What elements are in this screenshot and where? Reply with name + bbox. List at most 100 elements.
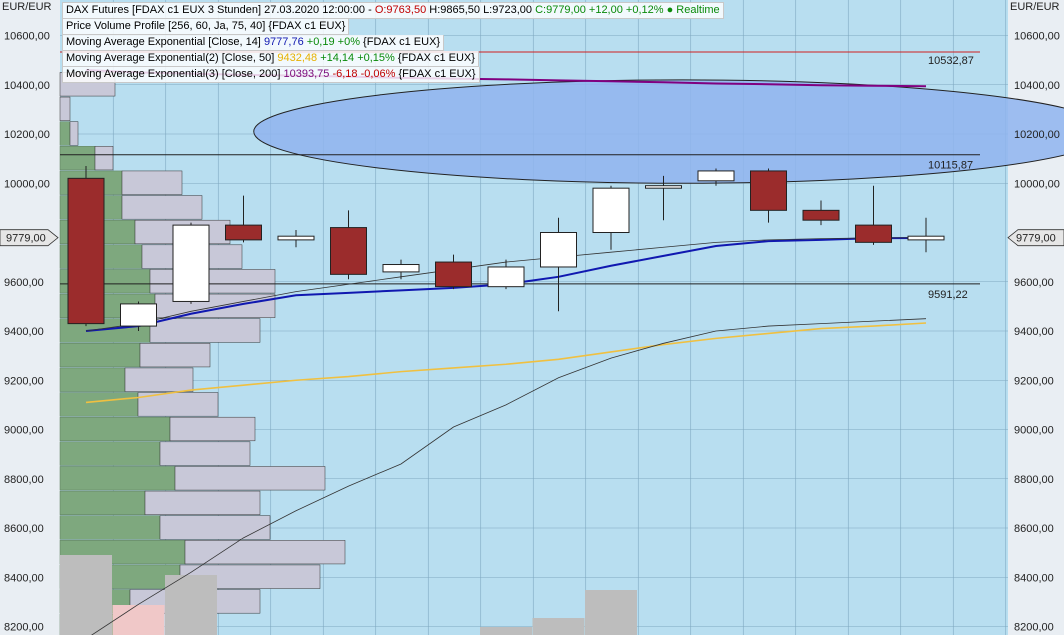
indicator-value: 10393,75	[283, 68, 330, 80]
last-price-label-right: 9779,00	[1016, 233, 1056, 245]
y-tick-label-right: 9200,00	[1014, 375, 1054, 387]
y-tick-label-left: 8200,00	[4, 622, 44, 634]
volume-profile-down-bar	[139, 343, 211, 368]
candle-body[interactable]	[225, 224, 262, 241]
legend-row-ema50[interactable]: Moving Average Exponential(2) [Close, 50…	[62, 51, 479, 67]
candle-body[interactable]	[330, 227, 367, 275]
y-tick-label-right: 10400,00	[1014, 80, 1060, 92]
volume-bar	[585, 590, 637, 635]
candle-body[interactable]	[120, 303, 157, 327]
legend-row-instrument[interactable]: DAX Futures [FDAX c1 EUX 3 Stunden] 27.0…	[62, 2, 724, 19]
candle-body[interactable]	[487, 266, 525, 288]
y-tick-label-right: 9600,00	[1014, 277, 1054, 289]
volume-profile-down-bar	[94, 146, 114, 171]
volume-profile-up-bar	[59, 416, 171, 442]
y-tick-label-left: 8400,00	[4, 572, 44, 584]
indicator-name: Moving Average Exponential [Close, 14]	[66, 36, 261, 48]
series-line[interactable]	[85, 322, 927, 404]
volume-profile-down-bar	[174, 466, 326, 491]
y-tick-label-left: 8600,00	[4, 523, 44, 535]
volume-profile-down-bar	[121, 170, 183, 195]
y-tick-label-left: 9000,00	[4, 425, 44, 437]
indicator-name: Moving Average Exponential(3) [Close, 20…	[66, 68, 281, 80]
indicator-name: Price Volume Profile [256, 60, Ja, 75, 4…	[66, 20, 266, 32]
volume-profile-down-bar	[159, 441, 251, 466]
indicator-source: {FDAX c1 EUX}	[268, 20, 346, 32]
volume-profile-down-bar	[159, 515, 271, 540]
y-tick-label-left: 10000,00	[4, 178, 50, 190]
volume-profile-up-bar	[59, 146, 96, 171]
right-axis-panel	[1008, 0, 1064, 635]
volume-profile-up-bar	[59, 441, 161, 466]
high-low-values: H:9865,50 L:9723,00	[429, 4, 533, 16]
candle-body[interactable]	[382, 264, 420, 273]
volume-profile-down-bar	[121, 195, 203, 220]
candle-body[interactable]	[697, 170, 735, 182]
volume-profile-up-bar	[59, 343, 141, 368]
volume-profile-down-bar	[149, 318, 261, 343]
volume-profile-up-bar	[59, 515, 161, 540]
y-tick-label-left: 8800,00	[4, 474, 44, 486]
volume-profile-down-bar	[149, 269, 276, 294]
y-tick-label-right: 10000,00	[1014, 178, 1060, 190]
volume-profile-up-bar	[59, 392, 139, 417]
right-unit-label: EUR/EUR	[1010, 1, 1060, 13]
y-tick-label-right: 8800,00	[1014, 474, 1054, 486]
candle-body[interactable]	[277, 235, 315, 241]
indicator-value: 9777,76	[263, 36, 304, 48]
y-tick-label-right: 8200,00	[1014, 622, 1054, 634]
indicator-change: +14,14 +0,15%	[320, 52, 395, 64]
bar-datetime: 27.03.2020 12:00:00 -	[264, 4, 372, 16]
volume-profile-up-bar	[59, 367, 126, 392]
annotation-ellipse[interactable]	[253, 79, 1064, 184]
volume-profile-up-bar	[59, 466, 176, 491]
candle-body[interactable]	[907, 235, 945, 241]
instrument-name: DAX Futures [FDAX c1 EUX 3 Stunden]	[66, 4, 262, 16]
candle-body[interactable]	[802, 209, 840, 221]
y-tick-label-right: 8600,00	[1014, 523, 1054, 535]
last-price-badge-right	[1007, 229, 1064, 247]
candle-body[interactable]	[67, 177, 105, 325]
left-axis-panel	[0, 0, 60, 635]
candle-body[interactable]	[855, 224, 892, 243]
legend-row-ema200[interactable]: Moving Average Exponential(3) [Close, 20…	[62, 67, 480, 83]
y-tick-label-right: 9000,00	[1014, 425, 1054, 437]
volume-bar	[532, 618, 585, 635]
candle-body[interactable]	[750, 170, 787, 211]
legend-row-ema14[interactable]: Moving Average Exponential [Close, 14] 9…	[62, 35, 445, 51]
candle-body[interactable]	[172, 224, 210, 302]
volume-profile-down-bar	[69, 121, 79, 146]
volume-bar	[165, 575, 217, 635]
y-tick-label-right: 8400,00	[1014, 572, 1054, 584]
indicator-name: Moving Average Exponential(2) [Close, 50…	[66, 52, 275, 64]
candle-body[interactable]	[592, 187, 630, 234]
volume-profile-down-bar	[144, 490, 261, 515]
indicator-source: {FDAX c1 EUX}	[398, 68, 476, 80]
candle-body[interactable]	[645, 185, 682, 189]
y-tick-label-left: 9200,00	[4, 375, 44, 387]
close-value: C:9779,00 +12,00 +0,12% ● Realtime	[535, 4, 720, 16]
last-price-label-left: 9779,00	[6, 233, 46, 245]
volume-bar	[112, 605, 165, 635]
left-unit-label: EUR/EUR	[2, 1, 52, 13]
y-tick-label-left: 10200,00	[4, 129, 50, 141]
y-tick-label-left: 10600,00	[4, 31, 50, 43]
indicator-value: 9432,48	[277, 52, 318, 64]
y-tick-label-right: 10600,00	[1014, 31, 1060, 43]
candle-body[interactable]	[435, 261, 472, 288]
volume-profile-up-bar	[59, 490, 146, 515]
level-label: 10532,87	[928, 55, 974, 67]
indicator-source: {FDAX c1 EUX}	[363, 36, 441, 48]
volume-profile-up-bar	[59, 121, 71, 146]
y-tick-label-left: 9400,00	[4, 326, 44, 338]
level-label: 9591,22	[928, 289, 968, 301]
volume-profile-down-bar	[59, 96, 71, 121]
candle-body[interactable]	[540, 232, 577, 268]
legend-row-volume-profile[interactable]: Price Volume Profile [256, 60, Ja, 75, 4…	[62, 19, 350, 35]
volume-profile-down-bar	[169, 416, 256, 442]
volume-profile-down-bar	[184, 540, 346, 565]
volume-bar	[60, 555, 112, 635]
series-line[interactable]	[86, 318, 927, 635]
